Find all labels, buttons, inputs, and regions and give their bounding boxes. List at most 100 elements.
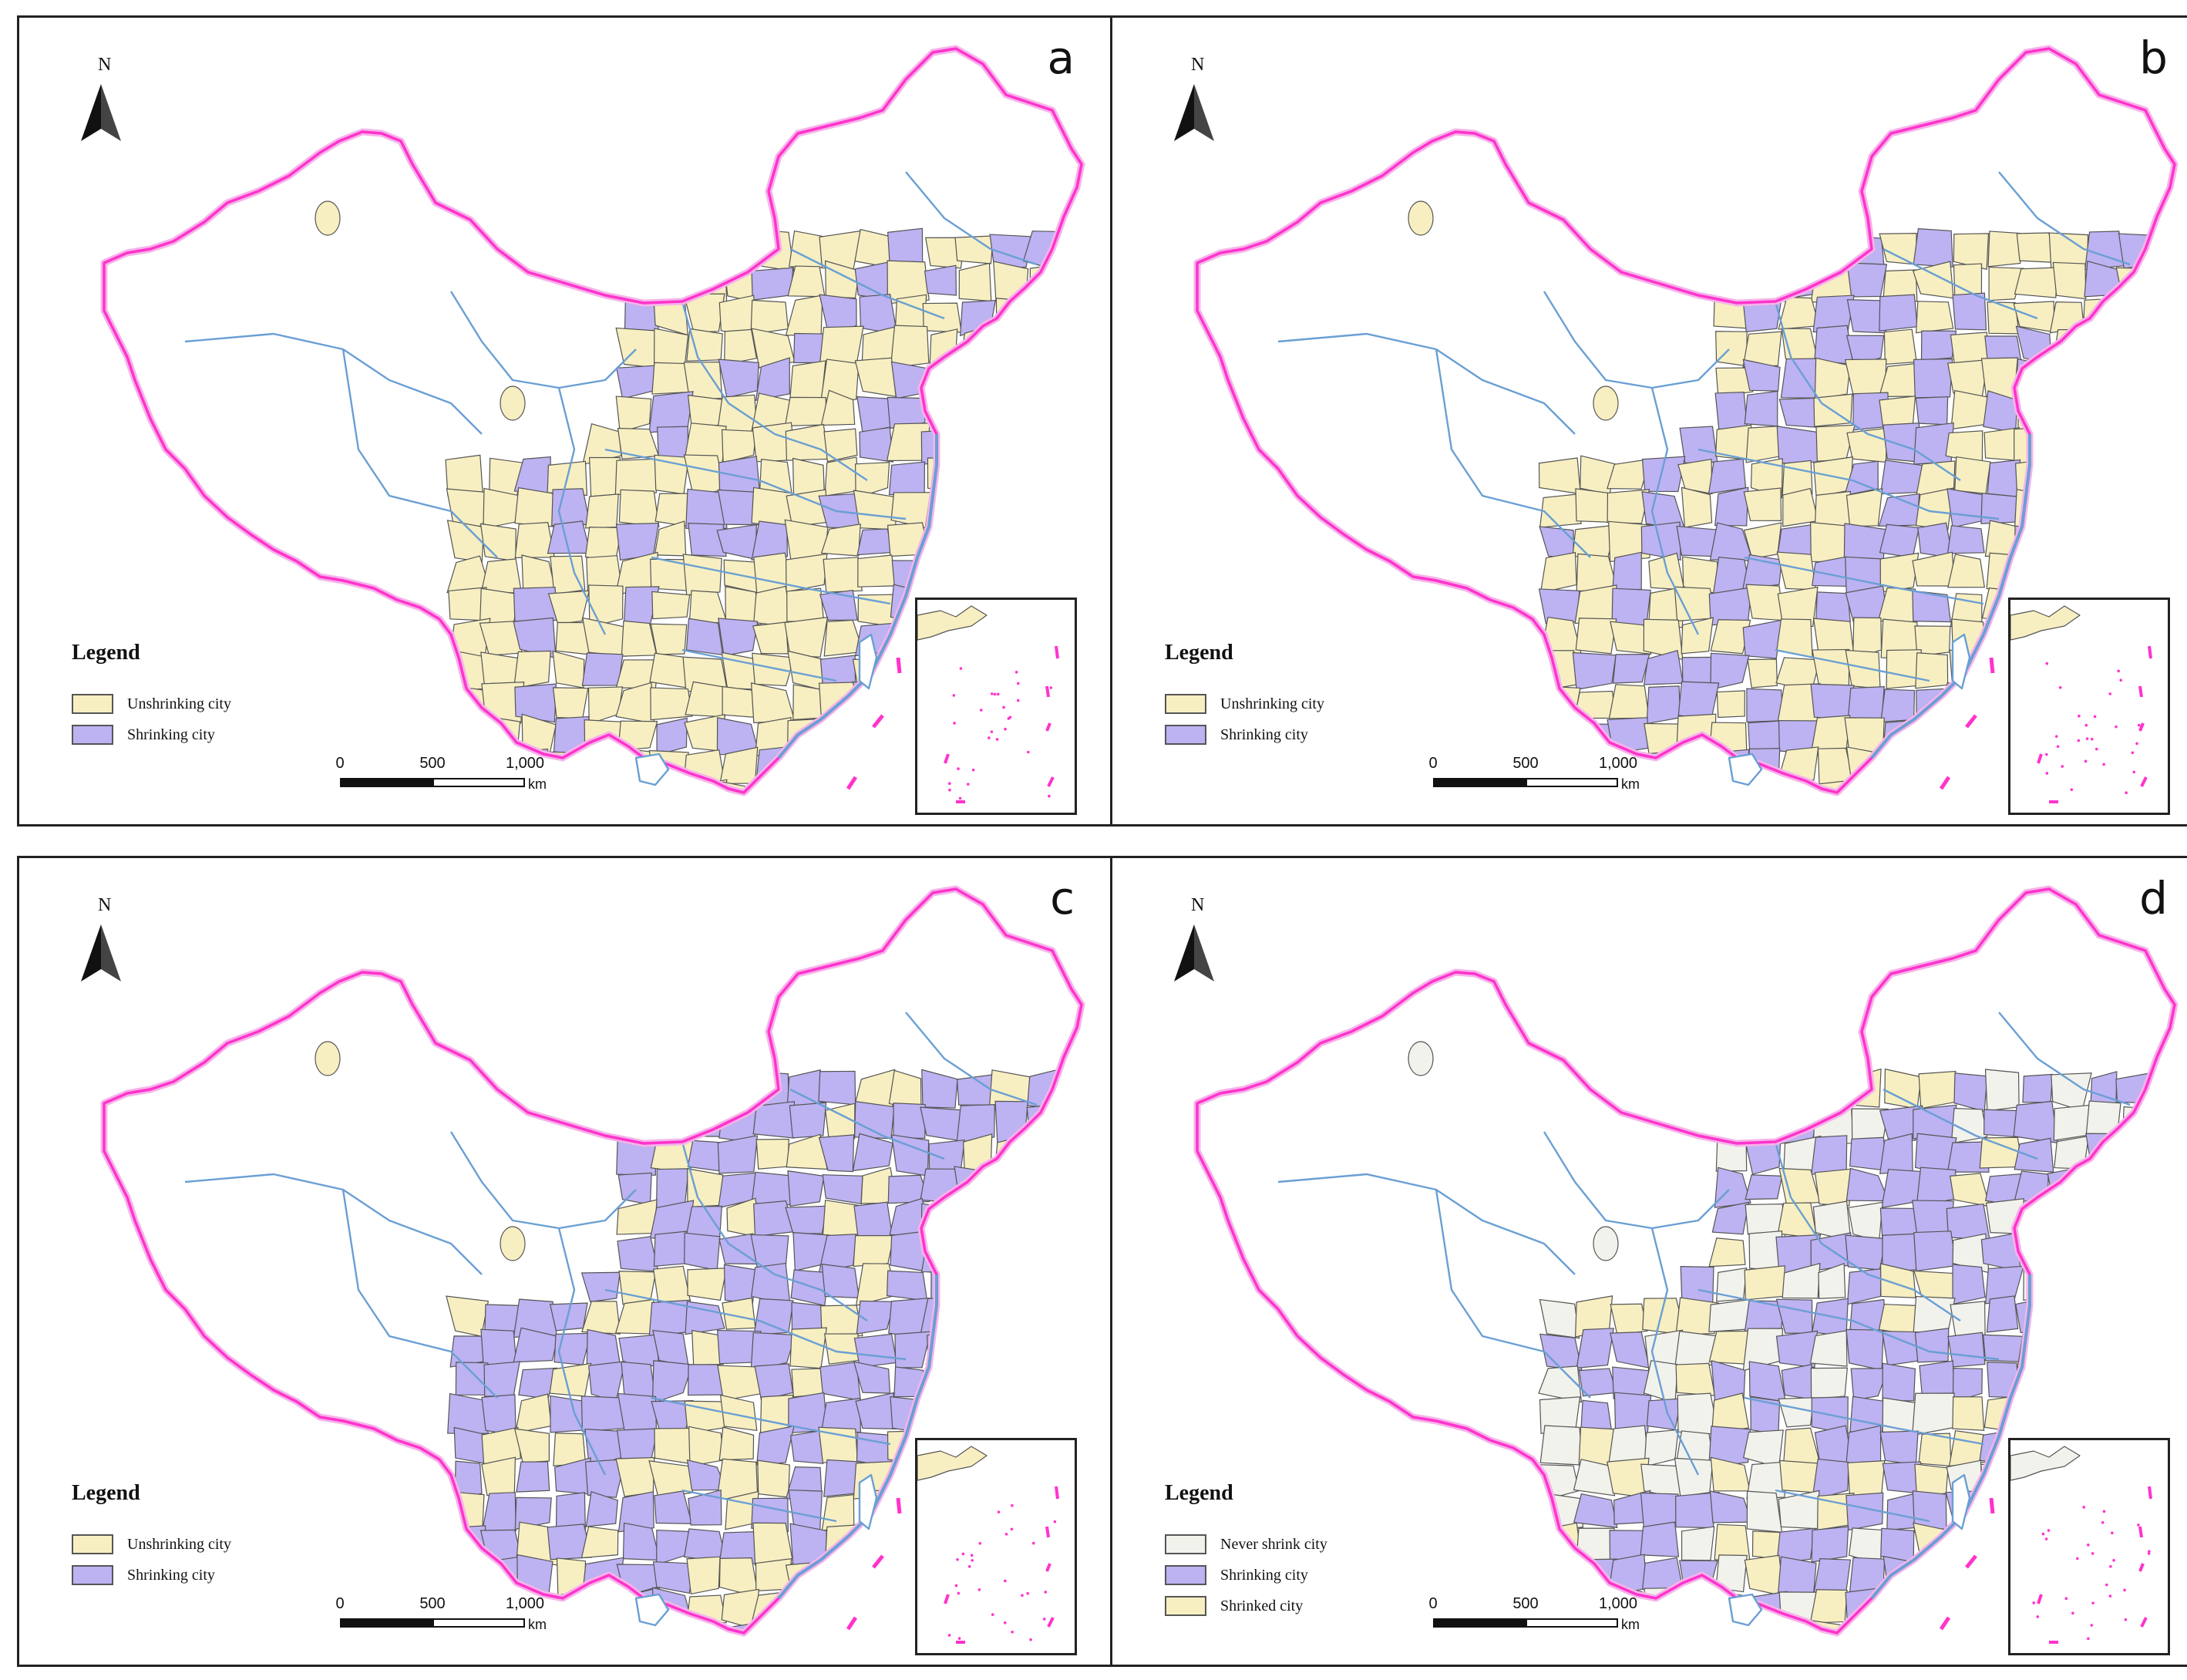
north-label: N — [1191, 55, 1205, 75]
province-boundary — [1998, 1012, 2131, 1106]
city-cell — [1021, 426, 1065, 458]
city-cell — [2122, 1106, 2157, 1143]
city-cell — [481, 1456, 516, 1497]
inset-island — [2111, 1531, 2114, 1535]
city-cell — [2048, 1300, 2089, 1331]
city-cell — [1748, 229, 1784, 271]
inset-island — [2032, 1601, 2036, 1604]
inset-island — [990, 730, 994, 733]
province-boundary — [604, 448, 907, 520]
city-cell — [1778, 296, 1820, 330]
inset-island — [2091, 1552, 2094, 1555]
city-cell — [1058, 1231, 1082, 1270]
city-cell — [652, 1265, 691, 1302]
city-cell — [2084, 457, 2125, 494]
legend-title: Legend — [1165, 1481, 1233, 1505]
city-cell — [617, 427, 660, 460]
city-cell — [818, 1070, 856, 1106]
city-cell — [2125, 362, 2157, 395]
inset-coast — [917, 605, 988, 641]
inset-island — [978, 1541, 982, 1545]
city-cell — [1745, 584, 1784, 621]
city-cell — [2048, 522, 2090, 564]
legend-item: Unshrinking city — [72, 1529, 231, 1560]
city-cell — [718, 359, 759, 399]
province-boundary — [651, 1396, 891, 1446]
city-cell — [1580, 1399, 1613, 1432]
inset-island — [2084, 723, 2088, 727]
city-cell — [856, 1300, 896, 1335]
city-cell — [1950, 1301, 1986, 1338]
city-cell — [1945, 1593, 1987, 1624]
city-cell — [1711, 1392, 1750, 1433]
inset-dash — [1045, 1526, 1050, 1538]
inset-island — [966, 783, 970, 786]
city-cell — [654, 1102, 688, 1139]
city-cell — [887, 260, 930, 305]
scale-tick-1000: 1,000 — [505, 1595, 545, 1612]
inset-dash — [2138, 1526, 2143, 1538]
city-cell — [1742, 359, 1781, 392]
city-cell — [857, 554, 898, 587]
city-cell — [1748, 1101, 1781, 1139]
city-cell — [825, 1103, 856, 1143]
city-cell — [921, 1402, 966, 1434]
city-cell — [514, 683, 557, 723]
city-cell — [1022, 392, 1064, 433]
city-cell — [2047, 1264, 2086, 1298]
city-cell — [2119, 1270, 2155, 1302]
city-cell — [1610, 1332, 1650, 1369]
city-cell — [2119, 1201, 2152, 1239]
city-cell — [1607, 458, 1651, 490]
sea-boundary-dash — [872, 1554, 884, 1569]
city-cell — [1879, 524, 1920, 558]
city-cell — [1675, 1362, 1716, 1396]
scale-unit: km — [1621, 1617, 1640, 1632]
city-cell — [996, 1392, 1034, 1436]
city-cell — [819, 294, 857, 337]
city-cell — [958, 1365, 994, 1403]
city-cell — [789, 1429, 824, 1464]
inset-island — [2102, 1510, 2106, 1513]
city-cell — [615, 1456, 655, 1497]
inset-island — [2047, 1529, 2051, 1532]
city-cell — [887, 396, 927, 429]
province-boundary — [789, 1088, 945, 1160]
city-cell — [2118, 1362, 2158, 1402]
inset-island — [2058, 685, 2062, 689]
city-cell — [1539, 1425, 1583, 1466]
inset-island — [1042, 1618, 1046, 1621]
inset-island — [2124, 1618, 2128, 1621]
city-cell — [2084, 1299, 2121, 1339]
inset-island — [2108, 1594, 2112, 1598]
city-cell — [1641, 456, 1686, 493]
city-cell — [1745, 1174, 1783, 1200]
legend-title: Legend — [1165, 641, 1233, 665]
city-cell — [1546, 1522, 1583, 1561]
inset-dash — [2148, 645, 2152, 659]
inset-island — [1021, 1594, 1024, 1598]
city-cell — [920, 1106, 962, 1142]
city-cell — [1681, 1526, 1715, 1561]
inset-dash — [2037, 1594, 2043, 1604]
city-cell — [1057, 1168, 1082, 1202]
city-cell — [1952, 1367, 1983, 1403]
city-cell — [1845, 1328, 1884, 1371]
map-canvas — [100, 45, 1085, 796]
scale-bar: 0 500 1,000 km — [1428, 1595, 1664, 1641]
city-cell — [1778, 397, 1819, 428]
city-cell — [1612, 551, 1642, 593]
inset-island — [2090, 737, 2094, 741]
city-cell — [784, 616, 829, 658]
scale-segment-white — [1526, 778, 1618, 787]
inset-island — [2101, 1520, 2105, 1524]
city-cell — [718, 1426, 755, 1461]
province-boundary — [1543, 291, 1730, 389]
city-cell — [683, 293, 725, 333]
city-cell — [585, 493, 619, 529]
city-cell — [685, 488, 728, 529]
city-cell — [2154, 293, 2175, 335]
city-cell — [1575, 488, 1613, 524]
inset-island — [953, 722, 956, 725]
city-cell — [1782, 1262, 1821, 1299]
